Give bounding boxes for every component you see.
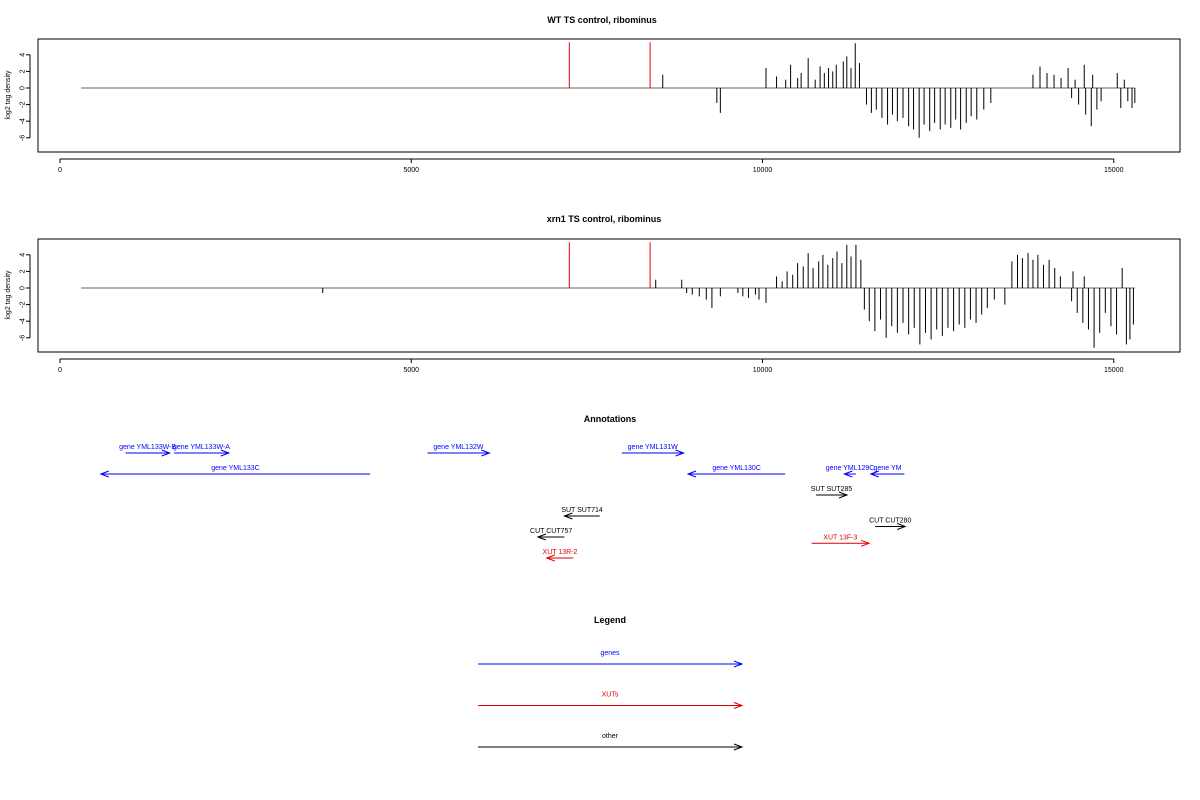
x-tick-label: 15000 — [1104, 167, 1124, 174]
annotation-arrow — [875, 523, 907, 530]
annotation-label: SUT SUT714 — [561, 507, 603, 514]
y-axis-label: log2 tag density — [5, 270, 12, 320]
annotation-label: gene YML133W-B — [119, 444, 176, 451]
y-axis: -6 -4 -2 0 2 4 — [20, 53, 31, 141]
arrow-head — [536, 533, 547, 541]
annotation-arrow — [536, 533, 565, 541]
x-axis: 0 5000 10000 15000 — [58, 358, 1124, 374]
legend-title: Legend — [594, 615, 626, 625]
annotation-arrow — [621, 449, 686, 457]
annotation-arrow — [842, 470, 856, 478]
annotation-arrow — [174, 449, 231, 457]
y-tick-label: 4 — [20, 253, 27, 257]
y-tick-label: -6 — [20, 335, 27, 341]
arrow-head — [842, 470, 853, 478]
plot-frame — [37, 238, 1181, 353]
panel-xrn1: xrn1 TS control, ribominus log2 tag dens… — [5, 214, 1181, 374]
arrow-head — [481, 449, 491, 457]
annotation-label: XUT 13F-3 — [823, 534, 857, 541]
annotation-label: CUT CUT757 — [530, 528, 572, 535]
y-tick-label: -4 — [20, 318, 27, 324]
annotations-title: Annotations — [584, 414, 637, 424]
y-tick-label: 0 — [20, 286, 27, 290]
arrow-head — [545, 554, 555, 562]
annotation-label: gene YM — [874, 465, 902, 472]
y-tick-label: 0 — [20, 86, 27, 90]
annotation-arrow — [545, 554, 574, 562]
arrow-head — [733, 660, 744, 668]
y-tick-label: -4 — [20, 118, 27, 124]
arrow-head — [675, 449, 686, 457]
arrow-head — [161, 449, 172, 457]
annotation-arrow — [562, 512, 600, 520]
x-tick-label: 5000 — [403, 167, 419, 174]
x-tick-label: 15000 — [1104, 367, 1124, 374]
arrow-head — [869, 470, 879, 478]
arrow-head — [838, 491, 849, 499]
arrow-head — [99, 470, 110, 478]
data-marks — [81, 242, 1135, 348]
annotation-label: gene YML129C — [826, 465, 875, 472]
annotation-label: gene YML133W-A — [173, 444, 230, 451]
x-tick-label: 0 — [58, 167, 62, 174]
plot-frame — [37, 38, 1181, 153]
legend-arrow — [478, 660, 744, 668]
data-marks — [81, 42, 1136, 138]
arrow-head — [860, 539, 871, 547]
annotation-label: gene YML132W — [433, 444, 483, 451]
x-tick-label: 10000 — [753, 167, 773, 174]
annotation-label: gene YML133C — [211, 465, 260, 472]
annotation-label: CUT CUT280 — [869, 518, 911, 525]
panel-title: xrn1 TS control, ribominus — [547, 214, 662, 224]
annotation-arrow — [686, 470, 786, 478]
annotation-label: gene YML131W — [628, 444, 678, 451]
annotation-arrow — [427, 449, 491, 457]
annotation-arrow — [869, 470, 905, 478]
panel-title: WT TS control, ribominus — [547, 15, 657, 25]
annotation-arrow — [816, 491, 849, 499]
arrow-head — [733, 702, 744, 709]
y-tick-label: 4 — [20, 53, 27, 57]
y-tick-label: -2 — [20, 301, 27, 307]
annotation-label: XUT 13R-2 — [543, 549, 578, 556]
legend-label: other — [602, 733, 619, 740]
y-axis-label: log2 tag density — [5, 70, 12, 120]
arrow-head — [686, 470, 697, 478]
panel-wt: WT TS control, ribominus log2 tag densit… — [5, 15, 1181, 174]
x-tick-label: 5000 — [403, 367, 419, 374]
y-tick-label: 2 — [20, 269, 27, 273]
y-tick-label: -6 — [20, 135, 27, 141]
arrow-head — [733, 743, 744, 751]
annotation-arrow — [99, 470, 371, 478]
legend-arrow — [478, 743, 744, 751]
legend-arrow — [478, 702, 744, 709]
legend-items: genes XUTs other — [478, 650, 744, 751]
arrow-head — [562, 512, 573, 520]
legend: Legend genes XUTs other — [478, 615, 744, 751]
legend-label: XUTs — [602, 692, 619, 699]
annotation-label: SUT SUT285 — [811, 486, 853, 493]
y-tick-label: -2 — [20, 101, 27, 107]
annotation-arrow — [811, 539, 871, 547]
annotation-arrow — [125, 449, 172, 457]
arrow-head — [220, 449, 231, 457]
arrow-head — [897, 523, 907, 530]
x-tick-label: 0 — [58, 367, 62, 374]
x-tick-label: 10000 — [753, 367, 773, 374]
legend-label: genes — [600, 650, 620, 657]
x-axis: 0 5000 10000 15000 — [58, 158, 1124, 174]
y-axis: -6 -4 -2 0 2 4 — [20, 253, 31, 341]
y-tick-label: 2 — [20, 69, 27, 73]
annotation-label: gene YML130C — [712, 465, 761, 472]
